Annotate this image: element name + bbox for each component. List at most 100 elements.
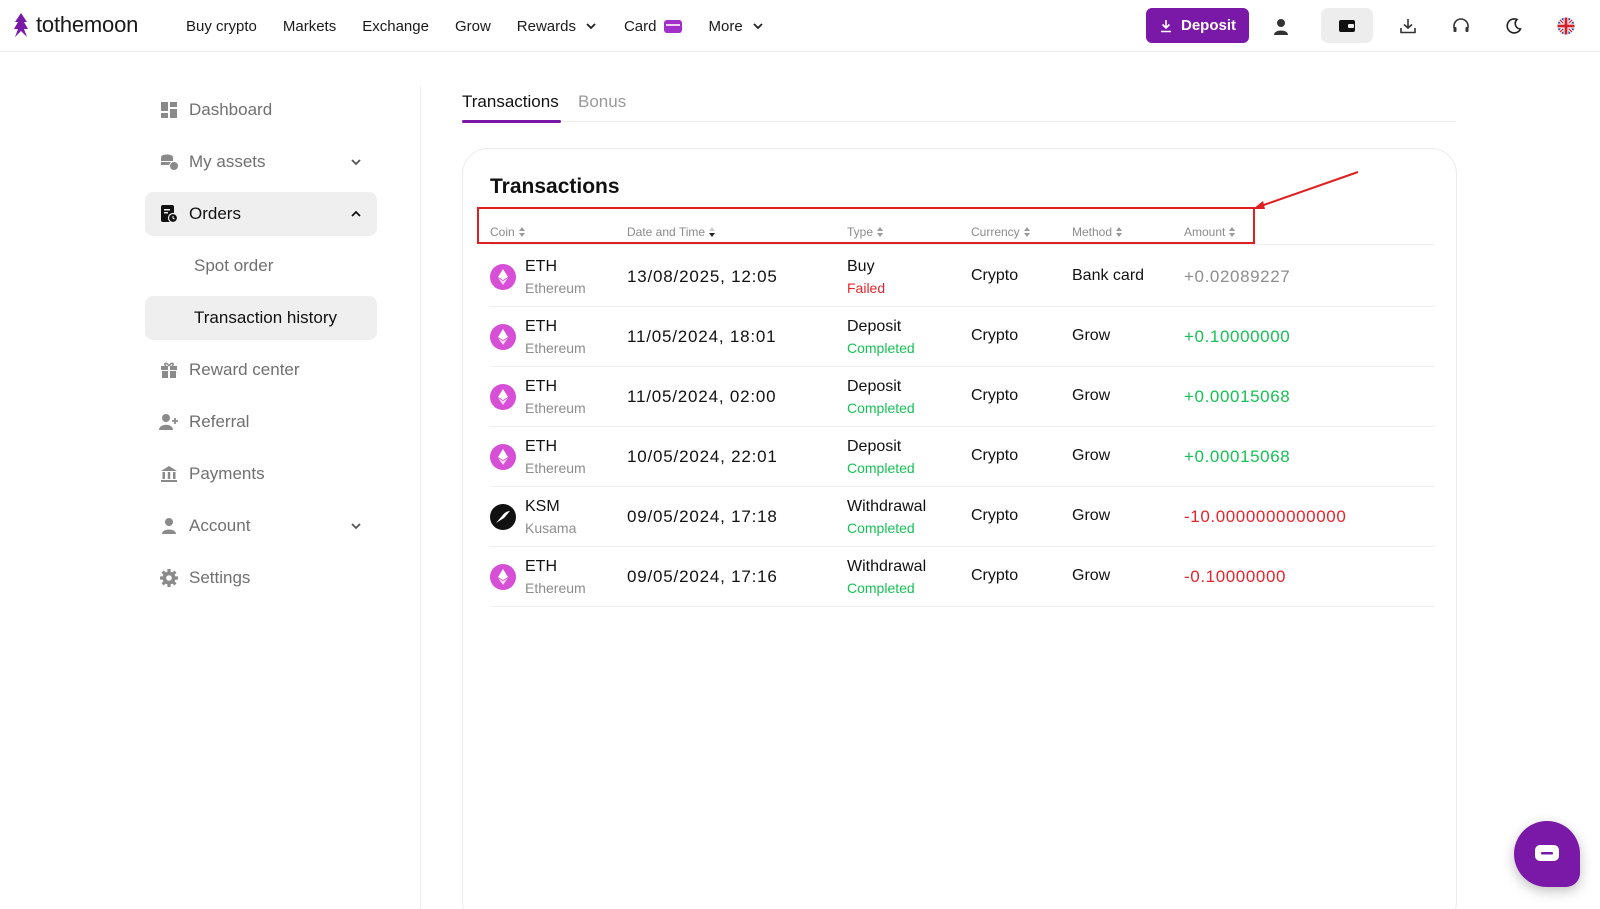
column-header-type[interactable]: Type (847, 225, 884, 239)
sort-icon (518, 227, 526, 237)
amount: -0.10000000 (1184, 567, 1287, 586)
deposit-label: Deposit (1180, 17, 1236, 34)
panel-title: Transactions (490, 175, 620, 198)
column-label: Type (847, 225, 874, 239)
amount: +0.00015068 (1184, 387, 1291, 406)
column-header-coin[interactable]: Coin (490, 225, 526, 239)
amount: +0.02089227 (1184, 267, 1291, 286)
column-header-method[interactable]: Method (1072, 225, 1123, 239)
nav-label: Grow (454, 17, 491, 35)
orders-icon (159, 204, 179, 224)
nav-card[interactable]: Card (624, 18, 683, 35)
nav-label: Exchange (362, 17, 429, 35)
sidebar-item-label: Payments (189, 464, 265, 483)
sidebar-item-label: My assets (189, 152, 266, 171)
table-row[interactable]: ETH Ethereum 10/05/2024, 22:01 Deposit C… (490, 426, 1435, 487)
nav-markets[interactable]: Markets (283, 18, 336, 35)
currency: Crypto (971, 447, 1019, 464)
annotation-arrow-icon (1253, 171, 1359, 209)
sidebar-item-my-assets[interactable]: My assets (145, 140, 377, 184)
column-label: Date and Time (627, 225, 706, 239)
sidebar-item-referral[interactable]: Referral (145, 400, 377, 444)
coin-symbol: ETH (525, 318, 557, 335)
status-completed: Completed (847, 400, 915, 416)
tab-transactions[interactable]: Transactions (462, 92, 559, 111)
coin-symbol: KSM (525, 498, 560, 515)
sidebar: Dashboard My assets Orders Spot order Tr… (145, 88, 377, 608)
nav-label: Rewards (516, 17, 576, 35)
transaction-type: Deposit (847, 378, 902, 395)
nav-rewards[interactable]: Rewards (517, 18, 598, 35)
date-time: 13/08/2025, 12:05 (627, 267, 778, 286)
currency: Crypto (971, 267, 1019, 284)
transaction-type: Deposit (847, 438, 902, 455)
transaction-type: Withdrawal (847, 498, 927, 515)
status-completed: Completed (847, 520, 915, 536)
headset-icon (1453, 18, 1469, 32)
sidebar-item-account[interactable]: Account (145, 504, 377, 548)
sidebar-item-label: Reward center (189, 360, 300, 379)
sidebar-item-orders[interactable]: Orders (145, 192, 377, 236)
sidebar-item-reward-center[interactable]: Reward center (145, 348, 377, 392)
chat-support-button[interactable] (1514, 821, 1580, 887)
nav-grow[interactable]: Grow (455, 18, 491, 35)
sidebar-item-settings[interactable]: Settings (145, 556, 377, 600)
sidebar-item-label: Account (189, 516, 251, 535)
tothemoon-logo-icon (14, 13, 28, 37)
sidebar-subitem-transaction-history[interactable]: Transaction history (145, 296, 377, 340)
nav-more[interactable]: More (708, 18, 764, 35)
sidebar-subitem-spot-order[interactable]: Spot order (145, 244, 377, 288)
bank-icon (159, 464, 179, 484)
coin-name: Ethereum (525, 580, 586, 596)
tab-bonus[interactable]: Bonus (578, 92, 627, 111)
uk-flag-icon (1557, 17, 1575, 35)
sidebar-divider (420, 86, 421, 909)
table-row[interactable]: KSM Kusama 09/05/2024, 17:18 Withdrawal … (490, 486, 1435, 547)
column-header-amount[interactable]: Amount (1184, 225, 1236, 239)
support-button[interactable] (1445, 10, 1477, 42)
kusama-icon (490, 504, 516, 530)
nav-label: Buy crypto (186, 17, 257, 35)
download-app-button[interactable] (1392, 10, 1424, 42)
nav-label: Markets (282, 17, 337, 35)
chevron-down-icon (351, 523, 361, 530)
sidebar-item-payments[interactable]: Payments (145, 452, 377, 496)
theme-toggle[interactable] (1498, 10, 1530, 42)
deposit-button[interactable]: Deposit (1146, 8, 1249, 43)
sort-icon (1023, 227, 1031, 237)
brand-logo[interactable]: tothemoon (12, 12, 138, 38)
table-row[interactable]: ETH Ethereum 11/05/2024, 18:01 Deposit C… (490, 306, 1435, 367)
nav-exchange[interactable]: Exchange (362, 18, 429, 35)
top-navigation: tothemoon Buy crypto Markets Exchange Gr… (0, 0, 1600, 52)
coin-symbol: ETH (525, 558, 557, 575)
chevron-down-icon (753, 23, 763, 30)
method: Grow (1072, 507, 1111, 524)
main-nav: Buy crypto Markets Exchange Grow Rewards… (186, 0, 791, 52)
column-header-date[interactable]: Date and Time (627, 225, 716, 239)
download-icon (1160, 19, 1171, 32)
table-row[interactable]: ETH Ethereum 09/05/2024, 17:16 Withdrawa… (490, 546, 1435, 607)
nav-buy-crypto[interactable]: Buy crypto (186, 18, 257, 35)
sidebar-item-dashboard[interactable]: Dashboard (145, 88, 377, 132)
column-header-currency[interactable]: Currency (971, 225, 1031, 239)
brand-name: tothemoon (36, 12, 139, 37)
ethereum-icon (490, 564, 516, 590)
sidebar-item-label: Orders (189, 204, 241, 223)
chat-icon (1535, 845, 1559, 861)
download-icon (1400, 19, 1416, 34)
profile-button[interactable] (1265, 10, 1297, 42)
date-time: 10/05/2024, 22:01 (627, 447, 778, 466)
table-row[interactable]: ETH Ethereum 11/05/2024, 02:00 Deposit C… (490, 366, 1435, 427)
ethereum-icon (490, 264, 516, 290)
table-row[interactable]: ETH Ethereum 13/08/2025, 12:05 Buy Faile… (490, 246, 1435, 307)
moon-icon (1506, 18, 1522, 34)
coin-symbol: ETH (525, 378, 557, 395)
method: Grow (1072, 447, 1111, 464)
ethereum-icon (490, 444, 516, 470)
active-tab-indicator (462, 120, 561, 123)
sort-desc-icon (709, 227, 716, 237)
column-label: Coin (490, 225, 515, 239)
language-selector[interactable] (1550, 10, 1582, 42)
wallet-button[interactable] (1321, 8, 1373, 43)
status-completed: Completed (847, 460, 915, 476)
